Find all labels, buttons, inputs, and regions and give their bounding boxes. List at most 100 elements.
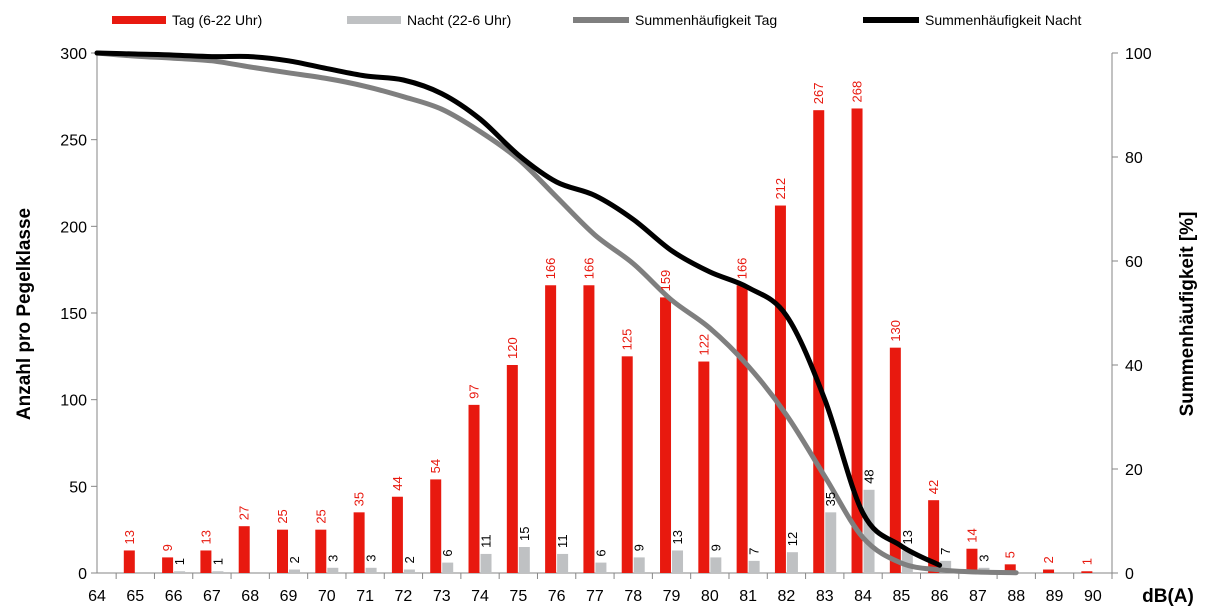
bar-tag [506, 365, 518, 573]
bar-nacht [365, 567, 377, 573]
y-axis-title-right: Summenhäufigkeit [%] [1177, 212, 1198, 417]
legend-label-nacht: Nacht (22-6 Uhr) [407, 12, 511, 28]
bar-tag [698, 361, 710, 573]
bar-tag [583, 285, 595, 573]
line-summenhaeufigkeit-nacht [94, 50, 943, 568]
x-tick-label: 83 [816, 588, 834, 605]
data-label-tag: 268 [850, 81, 865, 103]
data-label-tag: 9 [160, 544, 175, 551]
data-label-nacht: 9 [632, 544, 647, 551]
data-label-tag: 25 [275, 509, 290, 523]
y-right-tick-label: 80 [1125, 150, 1143, 167]
x-tick-label: 88 [1007, 588, 1025, 605]
data-label-nacht: 6 [593, 549, 608, 556]
x-tick-label: 84 [854, 588, 872, 605]
x-tick-label: 82 [778, 588, 796, 605]
x-tick-label: 71 [356, 588, 374, 605]
x-tick-label: 67 [203, 588, 221, 605]
bar-nacht [710, 557, 722, 573]
bar-nacht [518, 547, 530, 573]
x-tick-label: 68 [241, 588, 259, 605]
data-label-tag: 5 [1003, 551, 1018, 558]
bar-tag [621, 356, 633, 573]
x-tick-label: 80 [701, 588, 719, 605]
data-label-nacht: 11 [479, 534, 494, 548]
bar-tag [277, 529, 289, 573]
data-label-nacht: 3 [976, 555, 991, 562]
y-left-tick-label: 150 [60, 306, 87, 323]
y-right-tick-label: 100 [1125, 46, 1152, 63]
bar-nacht [327, 567, 339, 573]
x-tick-label: 78 [624, 588, 642, 605]
x-tick-label: 70 [318, 588, 336, 605]
bar-tag [353, 512, 365, 573]
x-tick-label: 81 [739, 588, 757, 605]
bar-nacht [557, 553, 569, 573]
y-left-tick-label: 250 [60, 133, 87, 150]
bar-tag [1081, 571, 1093, 573]
data-label-tag: 44 [390, 476, 405, 490]
legend-swatch-sum-tag [573, 17, 629, 23]
legend-swatch-tag [112, 16, 166, 24]
y-left-tick-label: 300 [60, 46, 87, 63]
data-label-tag: 166 [581, 258, 596, 280]
x-tick-label: 72 [395, 588, 413, 605]
y-left-tick-label: 0 [78, 566, 87, 583]
x-tick-label: 64 [88, 588, 106, 605]
legend-label-sum-tag: Summenhäufigkeit Tag [635, 12, 777, 28]
bar-nacht [901, 550, 913, 573]
legend-swatch-sum-nacht [863, 17, 919, 23]
bar-tag [774, 205, 786, 574]
bar-nacht [480, 553, 492, 573]
data-label-tag: 267 [811, 82, 826, 104]
lines [94, 50, 1019, 576]
data-label-tag: 120 [505, 337, 520, 359]
data-label-tag: 35 [352, 492, 367, 506]
data-label-nacht: 1 [172, 558, 187, 565]
bar-tag [1043, 569, 1055, 573]
bar-nacht [595, 562, 607, 573]
data-label-tag: 125 [620, 329, 635, 351]
data-label-tag: 122 [696, 334, 711, 356]
data-label-nacht: 15 [517, 527, 532, 541]
data-label-nacht: 3 [325, 555, 340, 562]
data-label-tag: 166 [543, 258, 558, 280]
data-label-tag: 159 [658, 270, 673, 292]
data-label-tag: 97 [467, 384, 482, 398]
bar-tag [238, 526, 250, 573]
bar-tag [545, 285, 557, 573]
x-tick-label: 86 [931, 588, 949, 605]
bar-nacht [174, 571, 186, 573]
bar-nacht [748, 560, 760, 573]
x-tick-label: 79 [663, 588, 681, 605]
bar-nacht [672, 550, 684, 573]
line-summenhaeufigkeit-tag [94, 50, 1019, 576]
y-left-tick-label: 100 [60, 393, 87, 410]
bar-nacht [212, 571, 224, 573]
data-label-nacht: 7 [938, 548, 953, 555]
x-tick-label: 75 [509, 588, 527, 605]
bar-nacht [403, 569, 415, 573]
y-right-tick-label: 20 [1125, 462, 1143, 479]
data-label-tag: 212 [773, 178, 788, 200]
data-label-nacht: 13 [670, 530, 685, 544]
data-label-tag: 13 [122, 530, 137, 544]
data-label-tag: 2 [1041, 556, 1056, 563]
data-label-nacht: 1 [210, 558, 225, 565]
data-label-tag: 166 [735, 258, 750, 280]
bar-tag [660, 297, 672, 573]
bar-nacht [940, 560, 952, 573]
data-label-tag: 130 [888, 320, 903, 342]
data-label-nacht: 9 [708, 544, 723, 551]
bar-nacht [289, 569, 301, 573]
x-tick-label: 77 [586, 588, 604, 605]
y-right-tick-label: 60 [1125, 254, 1143, 271]
legend-swatch-nacht [347, 16, 401, 24]
data-label-tag: 25 [313, 509, 328, 523]
bar-tag [813, 110, 825, 573]
data-label-nacht: 35 [823, 492, 838, 506]
data-label-tag: 42 [926, 480, 941, 494]
bar-tag [430, 479, 442, 573]
